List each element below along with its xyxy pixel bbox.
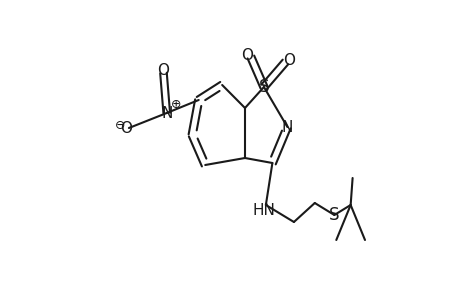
Text: N: N (161, 106, 172, 121)
Text: S: S (258, 78, 269, 96)
Text: HN: HN (252, 203, 275, 218)
Text: ⊖: ⊖ (114, 118, 125, 131)
Text: O: O (120, 121, 132, 136)
Text: O: O (241, 48, 253, 63)
Text: N: N (281, 119, 292, 134)
Text: ⊕: ⊕ (170, 98, 180, 110)
Text: O: O (157, 62, 169, 77)
Text: S: S (328, 206, 339, 224)
Text: O: O (282, 53, 294, 68)
